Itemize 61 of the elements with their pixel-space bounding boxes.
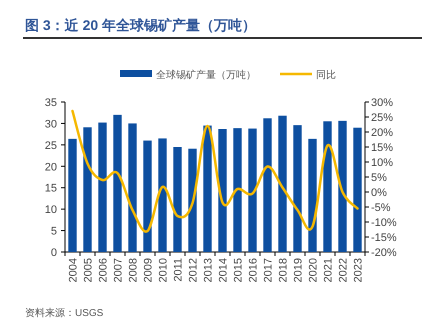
bar [128,123,137,252]
x-tick-label: 2021 [322,258,334,282]
y-tick-label: 5 [50,226,57,238]
x-tick-label: 2013 [202,258,214,282]
bar [173,147,182,252]
y-tick-label: 30 [44,118,57,130]
x-tick-label: 2020 [308,258,320,282]
x-tick-label: 2010 [158,258,170,282]
bar [113,114,122,252]
y2-tick-label: -10% [371,217,397,229]
y-tick-label: 35 [44,97,57,109]
x-tick-label: 2018 [278,258,290,282]
x-tick-label: 2022 [338,258,350,282]
x-tick-label: 2017 [262,258,274,282]
y-tick-label: 0 [50,247,57,259]
x-tick-label: 2006 [98,258,110,282]
x-tick-label: 2016 [248,258,260,282]
bar [278,116,287,252]
bar [83,127,92,252]
bar [233,128,242,252]
y2-tick-label: 5% [371,172,388,184]
y-tick-label: 20 [44,161,57,174]
x-tick-label: 2019 [292,258,304,282]
y2-tick-label: 20% [371,127,394,139]
y-tick-label: 25 [44,140,57,152]
legend-label: 全球锡矿产量（万吨） [156,69,256,81]
bar [263,118,272,252]
y2-tick-label: -15% [371,232,397,244]
y2-tick-label: 25% [371,112,394,124]
bar [353,128,362,252]
y2-tick-label: -5% [371,202,391,214]
chart-title: 图 3：近 20 年全球锡矿产量（万吨） [25,17,256,33]
bar [158,138,167,252]
x-tick-label: 2014 [218,258,230,282]
bar [338,120,347,252]
y-tick-label: 10 [44,204,57,216]
x-tick-label: 2008 [128,258,140,282]
y2-tick-label: 15% [371,142,394,154]
legend-label: 同比 [316,69,336,81]
y2-tick-label: 10% [371,157,394,169]
text: 资料来源：USGS [25,307,104,319]
x-tick-label: 2012 [188,258,200,282]
bar [248,128,257,252]
x-tick-label: 2004 [68,258,80,282]
x-tick-label: 2023 [352,258,364,282]
x-tick-label: 2015 [232,258,244,282]
x-tick-label: 2011 [172,258,184,282]
line-series [71,110,359,233]
bar [203,126,212,252]
y2-tick-label: 30% [371,97,394,109]
y-tick-label: 15 [44,182,57,195]
x-tick-label: 2007 [112,258,124,282]
bar [98,122,107,252]
x-tick-label: 2005 [82,258,94,282]
bar [68,138,77,252]
x-tick-label: 2009 [142,258,154,282]
bar [293,125,302,252]
y2-tick-label: 0% [371,187,388,199]
bar [323,121,332,252]
bar [143,140,152,252]
y2-tick-label: -20% [371,247,397,259]
